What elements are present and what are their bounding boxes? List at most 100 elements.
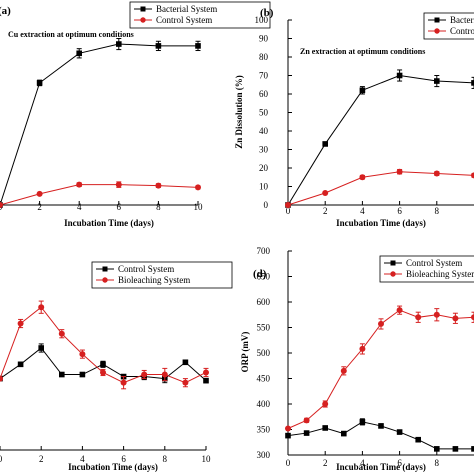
data-point-circle [58, 330, 65, 337]
data-point-circle [76, 181, 83, 188]
data-point-square [322, 141, 328, 147]
legend-label: Control System [118, 264, 174, 274]
data-point-circle [100, 369, 106, 376]
data-point-circle [0, 375, 3, 382]
data-point-square [182, 359, 189, 366]
series-2 [285, 168, 474, 208]
y-tick-label: 500 [257, 348, 271, 358]
data-point-circle [17, 320, 24, 327]
data-point-circle [0, 202, 3, 208]
x-tick-label: 4 [77, 202, 82, 212]
y-tick-label: 700 [257, 246, 271, 256]
data-point-circle [452, 315, 459, 322]
data-point-square [471, 446, 474, 452]
data-point-square [155, 43, 162, 49]
legend-marker [390, 271, 396, 277]
x-tick-label: 4 [80, 454, 85, 464]
data-point-circle [340, 367, 347, 374]
series-line [0, 184, 199, 206]
x-tick-label: 6 [397, 206, 402, 216]
x-tick-label: 0 [0, 454, 3, 464]
data-point-circle [471, 172, 474, 179]
data-point-square [195, 43, 201, 49]
y-tick-label: 60 [259, 89, 269, 99]
y-tick-label: 70 [259, 71, 269, 81]
data-point-circle [285, 425, 291, 432]
data-point-square [396, 72, 403, 79]
y-tick-label: 650 [257, 272, 271, 282]
x-tick-label: 0 [286, 206, 291, 216]
data-point-square [76, 50, 82, 57]
x-tick-label: 2 [323, 458, 328, 468]
data-point-square [100, 361, 106, 368]
legend-marker [434, 28, 440, 34]
legend-box [423, 12, 474, 40]
data-point-circle [303, 417, 310, 424]
series-1 [285, 69, 474, 208]
data-point-circle [378, 320, 384, 327]
data-point-circle [433, 311, 440, 318]
data-point-circle [471, 314, 474, 321]
x-tick-label: 8 [435, 458, 440, 468]
series-2 [0, 181, 201, 208]
data-point-square [378, 423, 384, 429]
data-point-circle [36, 190, 43, 197]
data-point-square [322, 425, 328, 431]
legend-label: Bacterial System [156, 4, 217, 14]
series-2 [0, 300, 209, 390]
chart-annotation: Cu extraction at optimum conditions [8, 30, 134, 39]
data-point-circle [322, 189, 329, 196]
data-point-square [434, 78, 440, 84]
data-point-circle [79, 351, 86, 358]
data-point-circle [285, 202, 291, 208]
y-tick-label: 0 [264, 200, 269, 210]
chart-annotation: Zn extraction at optimum conditions [300, 47, 425, 56]
legend-marker [390, 260, 396, 266]
x-tick-label: 2 [37, 202, 42, 212]
x-tick-label: 10 [194, 202, 204, 212]
y-axis-label: Zn Dissolution (%) [234, 75, 244, 149]
series-1 [0, 343, 209, 384]
data-point-circle [195, 184, 201, 191]
data-point-square [203, 377, 209, 384]
data-point-square [79, 371, 86, 378]
x-tick-label: 2 [323, 206, 328, 216]
data-point-circle [38, 304, 45, 311]
data-point-square [285, 432, 291, 439]
y-tick-label: 600 [257, 297, 271, 307]
x-axis-label: Incubation Time (days) [336, 462, 426, 472]
data-point-square [341, 430, 347, 437]
x-tick-label: 8 [163, 454, 168, 464]
y-tick-label: 40 [259, 126, 269, 136]
x-tick-label: 6 [121, 454, 126, 464]
y-tick-label: 450 [257, 374, 271, 384]
y-tick-label: 300 [257, 450, 271, 460]
y-tick-label: 10 [259, 182, 269, 192]
x-tick-label: 6 [117, 202, 122, 212]
data-point-square [17, 361, 24, 368]
data-point-circle [433, 170, 440, 177]
data-point-square [303, 430, 310, 436]
data-point-circle [161, 371, 168, 378]
data-point-circle [415, 314, 422, 321]
data-point-circle [155, 182, 162, 189]
series-2 [285, 305, 474, 432]
legend-marker [102, 266, 108, 272]
data-point-circle [141, 371, 148, 378]
y-tick-label: 400 [257, 399, 271, 409]
y-tick-label: 50 [259, 108, 269, 118]
data-point-square [116, 41, 122, 47]
x-tick-label: 4 [360, 458, 365, 468]
series-line [287, 74, 474, 206]
x-tick-label: 8 [435, 206, 440, 216]
legend-label: Bioleaching System [118, 275, 190, 285]
chart-panel-1: 0 2 4 6 8 10 Incubation Time (days) (a) Cu extra… [0, 1, 271, 228]
legend-marker [102, 277, 108, 283]
data-point-circle [396, 168, 403, 175]
